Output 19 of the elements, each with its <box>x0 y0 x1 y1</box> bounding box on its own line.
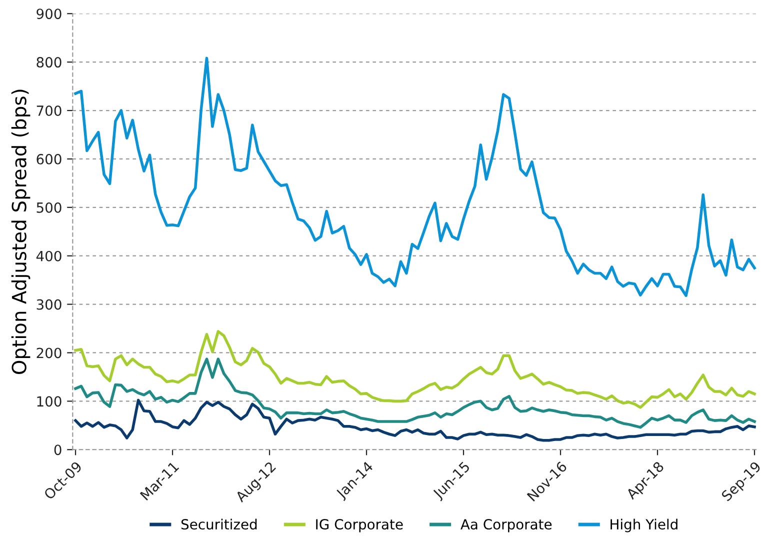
y-tick-label: 600 <box>36 154 62 164</box>
y-tick-label: 300 <box>36 299 62 310</box>
y-axis-title: Option Adjusted Spread (bps) <box>11 90 30 374</box>
y-tick-label: 0 <box>54 444 62 456</box>
legend-label: Securitized <box>181 518 257 530</box>
y-tick-label: 900 <box>36 8 62 20</box>
legend-label: Aa Corporate <box>460 519 552 532</box>
line-series <box>74 56 756 297</box>
y-tick-label: 800 <box>36 57 62 68</box>
y-tick-label: 100 <box>37 396 62 407</box>
legend-label: IG Corporate <box>316 519 403 532</box>
y-tick-label: 400 <box>36 250 62 262</box>
line-series <box>74 358 756 429</box>
y-tick-label: 500 <box>36 202 62 213</box>
line-series <box>74 398 756 442</box>
y-tick-label: 700 <box>36 105 62 116</box>
line-series <box>74 330 756 409</box>
y-tick-label: 200 <box>36 348 62 358</box>
legend-label: High Yield <box>610 518 678 532</box>
